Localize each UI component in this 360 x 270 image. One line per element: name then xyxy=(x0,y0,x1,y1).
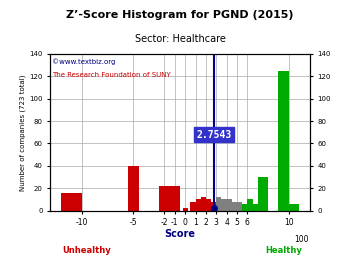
Bar xyxy=(258,177,268,211)
Bar xyxy=(201,197,206,211)
Bar xyxy=(279,71,289,211)
Text: 2.7543: 2.7543 xyxy=(196,130,231,140)
Bar xyxy=(195,200,201,211)
Bar xyxy=(190,202,195,211)
Bar xyxy=(206,200,211,211)
Bar xyxy=(159,186,170,211)
Bar xyxy=(221,200,227,211)
Bar xyxy=(170,186,180,211)
Bar xyxy=(128,166,139,211)
Text: Healthy: Healthy xyxy=(265,247,302,255)
Bar xyxy=(216,197,221,211)
Bar xyxy=(253,204,258,211)
Bar xyxy=(237,202,242,211)
Text: Sector: Healthcare: Sector: Healthcare xyxy=(135,34,225,44)
Bar xyxy=(211,202,216,211)
Bar xyxy=(232,202,237,211)
Y-axis label: Number of companies (723 total): Number of companies (723 total) xyxy=(20,74,27,191)
Bar xyxy=(289,204,299,211)
Text: 100: 100 xyxy=(294,235,309,244)
Text: The Research Foundation of SUNY: The Research Foundation of SUNY xyxy=(53,72,171,78)
Bar xyxy=(242,204,247,211)
X-axis label: Score: Score xyxy=(165,229,195,239)
Bar xyxy=(227,200,232,211)
Text: Unhealthy: Unhealthy xyxy=(62,247,111,255)
Bar xyxy=(61,193,71,211)
Text: Z’-Score Histogram for PGND (2015): Z’-Score Histogram for PGND (2015) xyxy=(66,9,294,19)
Bar xyxy=(247,200,253,211)
Bar xyxy=(71,193,81,211)
Bar xyxy=(183,208,188,211)
Text: ©www.textbiz.org: ©www.textbiz.org xyxy=(53,59,116,65)
